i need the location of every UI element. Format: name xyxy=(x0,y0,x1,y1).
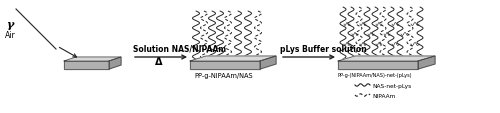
Polygon shape xyxy=(338,61,418,69)
Polygon shape xyxy=(190,61,260,69)
Text: γ: γ xyxy=(6,19,14,30)
Polygon shape xyxy=(64,61,109,69)
Polygon shape xyxy=(64,58,121,61)
Polygon shape xyxy=(338,56,435,61)
Polygon shape xyxy=(190,56,276,61)
Text: Δ: Δ xyxy=(155,56,162,66)
Text: Solution NAS/NIPAAm: Solution NAS/NIPAAm xyxy=(133,45,226,54)
Polygon shape xyxy=(109,58,121,69)
Polygon shape xyxy=(418,56,435,69)
Text: pLys Buffer solution: pLys Buffer solution xyxy=(280,45,367,54)
Text: Air: Air xyxy=(5,31,16,40)
Text: PP-g-NIPAAm/NAS: PP-g-NIPAAm/NAS xyxy=(194,72,252,78)
Polygon shape xyxy=(260,56,276,69)
Text: NIPAAm: NIPAAm xyxy=(372,93,396,98)
Text: PP-g-(NIPAAm/NAS)-net-(pLys): PP-g-(NIPAAm/NAS)-net-(pLys) xyxy=(338,72,412,77)
Text: NAS-net-pLys: NAS-net-pLys xyxy=(372,83,411,88)
